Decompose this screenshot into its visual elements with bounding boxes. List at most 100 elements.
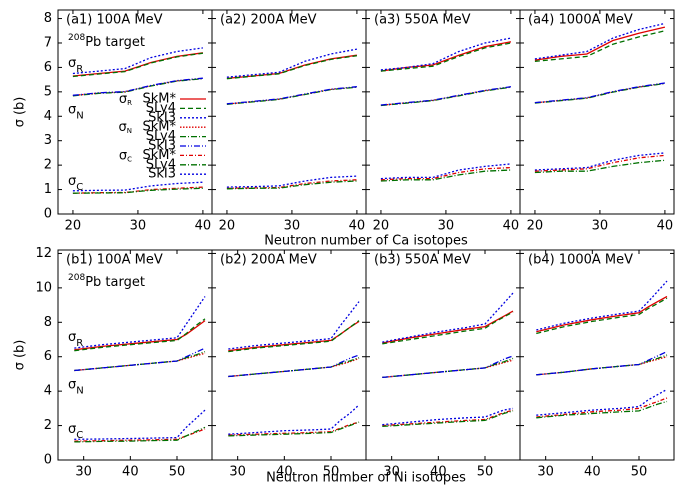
superscript: 208 <box>68 273 85 283</box>
plot-frame <box>365 249 521 461</box>
y-tick-label: 4 <box>44 384 52 399</box>
y-tick-label: 7 <box>44 35 52 50</box>
legend-label: SkM* <box>143 148 177 163</box>
plot-frame <box>211 9 367 215</box>
x-tick-label: 50 <box>477 465 494 480</box>
x-tick-label: 40 <box>276 465 293 480</box>
legend-label: SkI3 <box>148 139 176 154</box>
legend-label: SkM* <box>143 120 177 135</box>
series-line <box>382 355 514 379</box>
y-tick-label: 4 <box>44 109 52 124</box>
y-axis-label: σ (b) <box>13 97 28 128</box>
x-tick-label: 50 <box>323 465 340 480</box>
series-line <box>228 354 360 378</box>
y-tick-label: 2 <box>44 158 52 173</box>
x-tick-label: 30 <box>592 219 609 234</box>
superscript: 208 <box>68 33 85 43</box>
subscript: N <box>76 110 83 121</box>
legend-label: SLy4 <box>146 157 176 172</box>
series-line <box>228 421 360 437</box>
panel-title: (b2) 200A MeV <box>220 253 317 268</box>
series-line <box>536 351 668 376</box>
curve-label: σR <box>68 329 83 348</box>
series-line <box>380 86 511 106</box>
panel-title: (a4) 1000A MeV <box>528 13 633 28</box>
x-tick-label: 30 <box>383 465 400 480</box>
subscript: C <box>76 430 83 441</box>
series-line <box>382 292 514 343</box>
x-tick-label: 40 <box>122 465 139 480</box>
y-tick-label: 6 <box>44 60 52 75</box>
panel-title: (b1) 100A MeV <box>66 253 163 268</box>
symbol: σ <box>68 329 76 344</box>
x-tick-label: 30 <box>130 219 147 234</box>
series-line <box>382 311 514 345</box>
series-line <box>382 407 514 426</box>
x-tick-label: 50 <box>631 465 648 480</box>
series-line <box>72 47 203 75</box>
target-label: 208Pb target <box>68 33 145 50</box>
legend-label: SLy4 <box>146 101 176 116</box>
series-line <box>380 163 511 180</box>
series-line <box>380 37 512 71</box>
series-line <box>228 320 360 353</box>
series-line <box>226 175 357 188</box>
series-line <box>228 421 360 436</box>
y-tick-label: 0 <box>44 207 52 222</box>
symbol: σ <box>119 148 127 163</box>
curve-label: σN <box>68 377 84 396</box>
symbol: σ <box>68 174 76 189</box>
y-tick-label: 12 <box>35 246 52 261</box>
subscript: R <box>76 63 83 74</box>
legend-label: SkM* <box>143 92 177 107</box>
series-line <box>226 55 357 80</box>
series-line <box>74 428 206 442</box>
series-line <box>228 356 360 378</box>
x-axis-label: Neutron number of Ni isotopes <box>266 471 466 486</box>
panel-title: (b3) 550A MeV <box>374 253 471 268</box>
subscript: C <box>127 155 132 163</box>
y-tick-label: 0 <box>44 453 52 468</box>
target-text: Pb target <box>85 275 145 290</box>
symbol: σ <box>119 92 127 107</box>
series-line <box>228 320 360 352</box>
x-tick-label: 30 <box>537 465 554 480</box>
series-line <box>228 404 360 435</box>
y-tick-label: 8 <box>44 315 52 330</box>
series-line <box>534 152 665 171</box>
subscript: C <box>76 182 83 193</box>
series-line <box>382 357 514 379</box>
series-line <box>74 352 206 372</box>
series-line <box>534 30 666 62</box>
target-text: Pb target <box>85 35 145 50</box>
series-line <box>382 310 514 344</box>
y-tick-label: 3 <box>44 133 52 148</box>
series-line <box>536 356 668 376</box>
series-line <box>382 409 514 427</box>
symbol: σ <box>119 120 127 135</box>
series-line <box>382 359 514 379</box>
y-tick-label: 8 <box>44 11 52 26</box>
x-tick-label: 30 <box>438 219 455 234</box>
series-line <box>226 48 358 78</box>
series-line <box>534 82 665 104</box>
x-tick-label: 20 <box>527 219 544 234</box>
panel-title: (a1) 100A MeV <box>66 13 163 28</box>
curve-label: σC <box>68 174 83 193</box>
subscript: R <box>76 337 83 348</box>
curve-label: σR <box>68 55 83 74</box>
series-line <box>534 82 665 104</box>
legend-label: SLy4 <box>146 129 176 144</box>
y-tick-label: 2 <box>44 418 52 433</box>
curve-label: σN <box>68 102 84 121</box>
legend-group: σR <box>119 92 132 108</box>
legend-label: SkI3 <box>148 167 176 182</box>
series-line <box>226 179 357 189</box>
x-tick-label: 40 <box>349 219 366 234</box>
plot-frame <box>519 249 675 461</box>
x-tick-label: 40 <box>195 219 212 234</box>
series-line <box>72 52 203 78</box>
legend-group: σC <box>119 148 132 164</box>
subscript: R <box>127 99 132 107</box>
